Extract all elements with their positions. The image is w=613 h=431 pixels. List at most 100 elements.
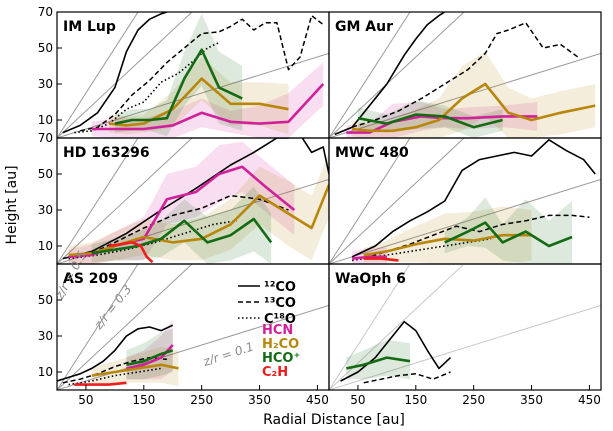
series-h2co xyxy=(68,184,329,257)
y-tick-label: 30 xyxy=(38,203,53,217)
y-tick-label: 10 xyxy=(38,113,53,127)
band-hcop xyxy=(114,13,243,137)
y-tick-label: 10 xyxy=(38,365,53,379)
panel-plot-area xyxy=(329,264,601,390)
band-h2co xyxy=(363,206,532,264)
series-hcop xyxy=(126,349,174,367)
series-13co xyxy=(68,194,289,258)
series-hcn xyxy=(352,255,387,260)
series-12co xyxy=(340,320,452,382)
series-12co xyxy=(351,139,596,258)
ratio-line-0.3 xyxy=(329,264,465,390)
panel-mwc-480: MWC 480 xyxy=(328,137,602,265)
panel-plot-area xyxy=(57,264,329,390)
ratio-line-0.5 xyxy=(329,138,411,264)
ratio-line-0.3 xyxy=(329,12,465,138)
legend-label: C₂H xyxy=(262,365,288,380)
x-tick-label: 350 xyxy=(248,393,271,407)
series-hcn xyxy=(91,83,325,131)
series-12co xyxy=(57,324,174,382)
panel-title: HD 163296 xyxy=(63,145,150,161)
legend-label: ¹³CO xyxy=(264,296,296,311)
panel-plot-area xyxy=(57,138,329,264)
ratio-line-0.1 xyxy=(329,304,601,390)
y-tick-label: 30 xyxy=(38,77,53,91)
series-c2h xyxy=(363,257,399,262)
series-12co xyxy=(62,12,168,134)
legend-label: HCO⁺ xyxy=(262,351,300,366)
ratio-label: z/r = 0.3 xyxy=(91,282,135,332)
ratio-line-0.5 xyxy=(329,12,411,138)
ratio-line-0.5 xyxy=(329,264,411,390)
ratio-line-0.1 xyxy=(329,178,601,264)
x-tick-label: 250 xyxy=(190,393,213,407)
x-tick-label: 450 xyxy=(578,393,601,407)
panel-gm-aur: GM Aur xyxy=(328,11,602,139)
y-tick-label: 30 xyxy=(38,329,53,343)
x-tick-label: 350 xyxy=(520,393,543,407)
legend-label: H₂CO xyxy=(262,337,299,352)
x-tick-label: 50 xyxy=(350,393,365,407)
panel-title: AS 209 xyxy=(63,271,118,287)
panel-title: GM Aur xyxy=(335,19,393,35)
panel-title: IM Lup xyxy=(63,19,116,35)
ratio-line-0.5 xyxy=(57,138,139,264)
ratio-line-0.3 xyxy=(57,138,193,264)
series-h2co xyxy=(352,82,596,133)
legend-label: C¹⁸O xyxy=(264,312,296,327)
panel-frame xyxy=(328,263,602,391)
x-tick-label: 250 xyxy=(462,393,485,407)
series-c2h xyxy=(74,381,127,386)
x-tick-label: 50 xyxy=(78,393,93,407)
x-tick-label: 150 xyxy=(132,393,155,407)
band-h2co xyxy=(109,57,289,135)
series-hcop xyxy=(91,217,273,255)
panel-plot-area xyxy=(329,12,601,138)
x-tick-label: 150 xyxy=(404,393,427,407)
series-h2co xyxy=(91,363,179,377)
series-hcop xyxy=(357,113,503,129)
y-axis-label: Height [au] xyxy=(4,165,20,244)
series-12co xyxy=(334,12,446,136)
series-c18o xyxy=(68,220,237,260)
panel-title: WaOph 6 xyxy=(335,271,406,287)
ratio-line-0.3 xyxy=(57,12,193,138)
series-hcop xyxy=(114,48,243,125)
band-hcop xyxy=(357,100,503,138)
ratio-line-0.3 xyxy=(329,138,465,264)
panel-hd-163296: 10 30 50 70 HD 163296 xyxy=(38,131,330,265)
y-tick-label: 70 xyxy=(38,131,53,145)
panel-im-lup: 10 30 50 70 IM Lup xyxy=(38,5,330,139)
panel-plot-area xyxy=(329,138,601,264)
panel-title: MWC 480 xyxy=(335,145,409,161)
ratio-line-0.1 xyxy=(57,52,329,138)
ratio-line-0.3 xyxy=(57,264,193,390)
band-hcn xyxy=(346,102,538,138)
legend-label: HCN xyxy=(262,323,293,338)
series-13co xyxy=(363,371,451,384)
panel-plot-area xyxy=(57,12,329,138)
ratio-line-0.5 xyxy=(57,264,139,390)
series-hcop xyxy=(346,356,411,370)
y-tick-label: 50 xyxy=(38,167,53,181)
x-tick-label: 450 xyxy=(306,393,329,407)
ratio-line-0.5 xyxy=(57,12,139,138)
y-tick-label: 50 xyxy=(38,293,53,307)
series-13co xyxy=(351,22,579,128)
series-h2co xyxy=(108,77,289,127)
series-hcop xyxy=(444,221,573,248)
y-tick-label: 50 xyxy=(38,41,53,55)
band-h2co xyxy=(68,152,329,264)
series-12co xyxy=(62,138,329,260)
legend-label: ¹²CO xyxy=(264,280,296,295)
y-tick-label: 70 xyxy=(38,5,53,19)
x-axis-label: Radial Distance [au] xyxy=(263,412,405,428)
ratio-label: z/r = 0.1 xyxy=(201,339,256,369)
series-c18o xyxy=(352,238,492,262)
panel-waoph-6: 50 150 250 350 450 WaOph 6 xyxy=(328,263,602,407)
ratio-line-0.1 xyxy=(57,304,329,390)
band-hcop xyxy=(444,197,573,264)
y-tick-label: 10 xyxy=(38,239,53,253)
series-c2h xyxy=(108,241,154,264)
